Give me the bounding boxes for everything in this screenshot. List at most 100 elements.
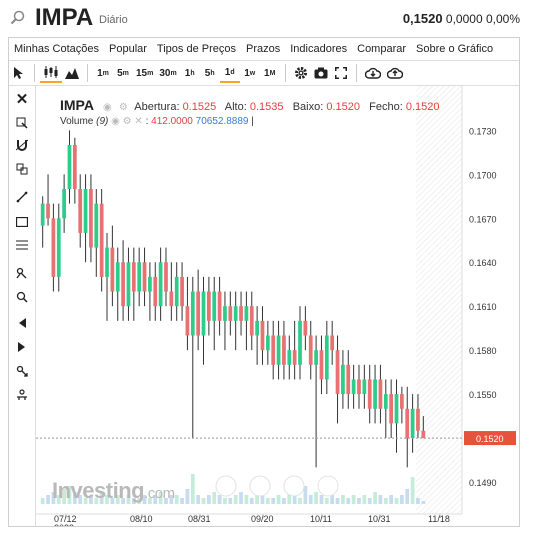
timeframe-30m-button[interactable]: 30 m bbox=[159, 67, 177, 79]
current-price-badge bbox=[464, 431, 516, 446]
y-tick-label: 0.1610 bbox=[469, 302, 497, 312]
volume-ma-value: 70652.8889 bbox=[195, 116, 249, 127]
investing-watermark: Investing.com bbox=[52, 478, 175, 504]
measure-tool-icon[interactable] bbox=[13, 362, 31, 380]
volume-bar bbox=[185, 489, 190, 504]
ticker-symbol: IMPA bbox=[35, 4, 94, 31]
candle-body bbox=[142, 262, 147, 292]
rectangle-tool-icon[interactable] bbox=[13, 213, 31, 231]
volume-bar bbox=[249, 498, 254, 504]
y-tick-label: 0.1640 bbox=[469, 258, 497, 268]
magnet-icon[interactable] bbox=[13, 136, 31, 154]
candle-body bbox=[244, 306, 249, 321]
volume-bar bbox=[180, 498, 184, 504]
volume-bar bbox=[346, 498, 351, 504]
volume-bar bbox=[405, 489, 410, 504]
y-tick-label: 0.1490 bbox=[469, 478, 497, 488]
volume-bar bbox=[399, 495, 404, 504]
candle-body bbox=[351, 379, 356, 395]
arrow-left-marker-icon[interactable] bbox=[13, 314, 31, 332]
price-chart[interactable]: 0.1730 0.1700 0.1670 0.1640 0.1610 0.1580 0.15… bbox=[36, 86, 519, 533]
eye-icon[interactable]: ◉ bbox=[111, 116, 120, 127]
volume-bar bbox=[201, 498, 206, 504]
volume-bar bbox=[62, 489, 67, 504]
candle-body bbox=[303, 320, 308, 336]
volume-bar bbox=[164, 498, 168, 504]
candle-body bbox=[158, 262, 163, 307]
menu-popular[interactable]: Popular bbox=[109, 43, 147, 55]
candle-body bbox=[164, 262, 168, 292]
candle-body bbox=[223, 306, 227, 321]
timeframe-15m-button[interactable]: 15 m bbox=[136, 67, 154, 79]
y-tick-label: 0.1580 bbox=[469, 346, 497, 356]
quote-header: IMPA Diário 0,1520 0,0000 0,00% bbox=[0, 0, 534, 36]
volume-bar bbox=[287, 492, 292, 504]
toolbar-divider bbox=[284, 64, 286, 82]
volume-bar bbox=[217, 495, 222, 504]
close-icon[interactable]: ✕ bbox=[15, 91, 29, 108]
volume-bar bbox=[105, 495, 109, 504]
volume-bar bbox=[341, 495, 345, 504]
menu-about-chart[interactable]: Sobre o Gráfico bbox=[416, 43, 494, 55]
volume-bar bbox=[115, 495, 120, 504]
pen-tool-icon[interactable] bbox=[13, 264, 31, 282]
candle-body bbox=[399, 394, 404, 409]
candle-body bbox=[105, 247, 109, 277]
delete-drawings-icon[interactable] bbox=[13, 386, 31, 404]
volume-bar bbox=[351, 495, 356, 504]
price-change-pct: 0,00% bbox=[485, 12, 520, 26]
candle-body bbox=[260, 320, 265, 351]
volume-bar bbox=[373, 492, 377, 504]
candle-body bbox=[298, 320, 302, 365]
chart-nav-button bbox=[317, 475, 339, 497]
volume-legend: Volume (9) ◉ ⚙ ✕ : 412.0000 70652.8889 | bbox=[60, 116, 254, 127]
candle-body bbox=[249, 306, 254, 336]
chart-nav-button bbox=[249, 475, 271, 497]
period-label: Diário bbox=[99, 14, 128, 26]
settings-icon[interactable]: ⚙ bbox=[118, 102, 128, 113]
candle-body bbox=[383, 394, 388, 409]
settings-gear-icon[interactable] bbox=[291, 63, 311, 83]
settings-icon[interactable]: ⚙ bbox=[122, 116, 132, 127]
candle-body bbox=[190, 291, 195, 336]
arrow-right-marker-icon[interactable] bbox=[13, 338, 31, 356]
search-icon[interactable] bbox=[10, 10, 26, 29]
eye-icon[interactable]: ◉ bbox=[103, 102, 112, 113]
cloud-upload-icon[interactable] bbox=[384, 63, 406, 83]
fullscreen-icon[interactable] bbox=[331, 63, 351, 83]
candlestick-chart[interactable]: 0.1730 0.1700 0.1670 0.1640 0.1610 0.1580 0.15… bbox=[36, 86, 519, 533]
volume-bar bbox=[121, 498, 125, 504]
clone-icon[interactable] bbox=[13, 160, 31, 178]
zoom-tool-icon[interactable] bbox=[13, 288, 31, 306]
close-icon[interactable]: ✕ bbox=[134, 116, 143, 127]
candlestick-icon[interactable] bbox=[40, 63, 62, 83]
crosshair-cursor-icon[interactable] bbox=[13, 114, 31, 132]
price-readout: 0,1520 0,0000 0,00% bbox=[403, 11, 520, 26]
menu-timeframes[interactable]: Prazos bbox=[246, 43, 281, 55]
trend-line-icon[interactable] bbox=[13, 188, 31, 206]
horizontal-lines-icon[interactable] bbox=[13, 236, 31, 254]
candle-body bbox=[115, 262, 120, 292]
candle-body bbox=[367, 379, 372, 409]
cursor-icon[interactable] bbox=[9, 63, 29, 83]
camera-icon[interactable] bbox=[311, 63, 331, 83]
candle-body bbox=[72, 145, 77, 189]
menu-indicators[interactable]: Indicadores bbox=[290, 43, 348, 55]
candle-body bbox=[319, 350, 324, 380]
volume-bar bbox=[244, 495, 249, 504]
menu-price-types[interactable]: Tipos de Preços bbox=[156, 43, 236, 55]
menu-compare[interactable]: Comparar bbox=[357, 43, 407, 55]
candle-body bbox=[357, 379, 361, 395]
cloud-download-icon[interactable] bbox=[362, 63, 384, 83]
menu-my-quotes[interactable]: Minhas Cotações bbox=[14, 43, 99, 55]
volume-bar bbox=[362, 495, 367, 504]
candle-body bbox=[362, 379, 367, 395]
area-chart-icon[interactable] bbox=[62, 63, 82, 83]
